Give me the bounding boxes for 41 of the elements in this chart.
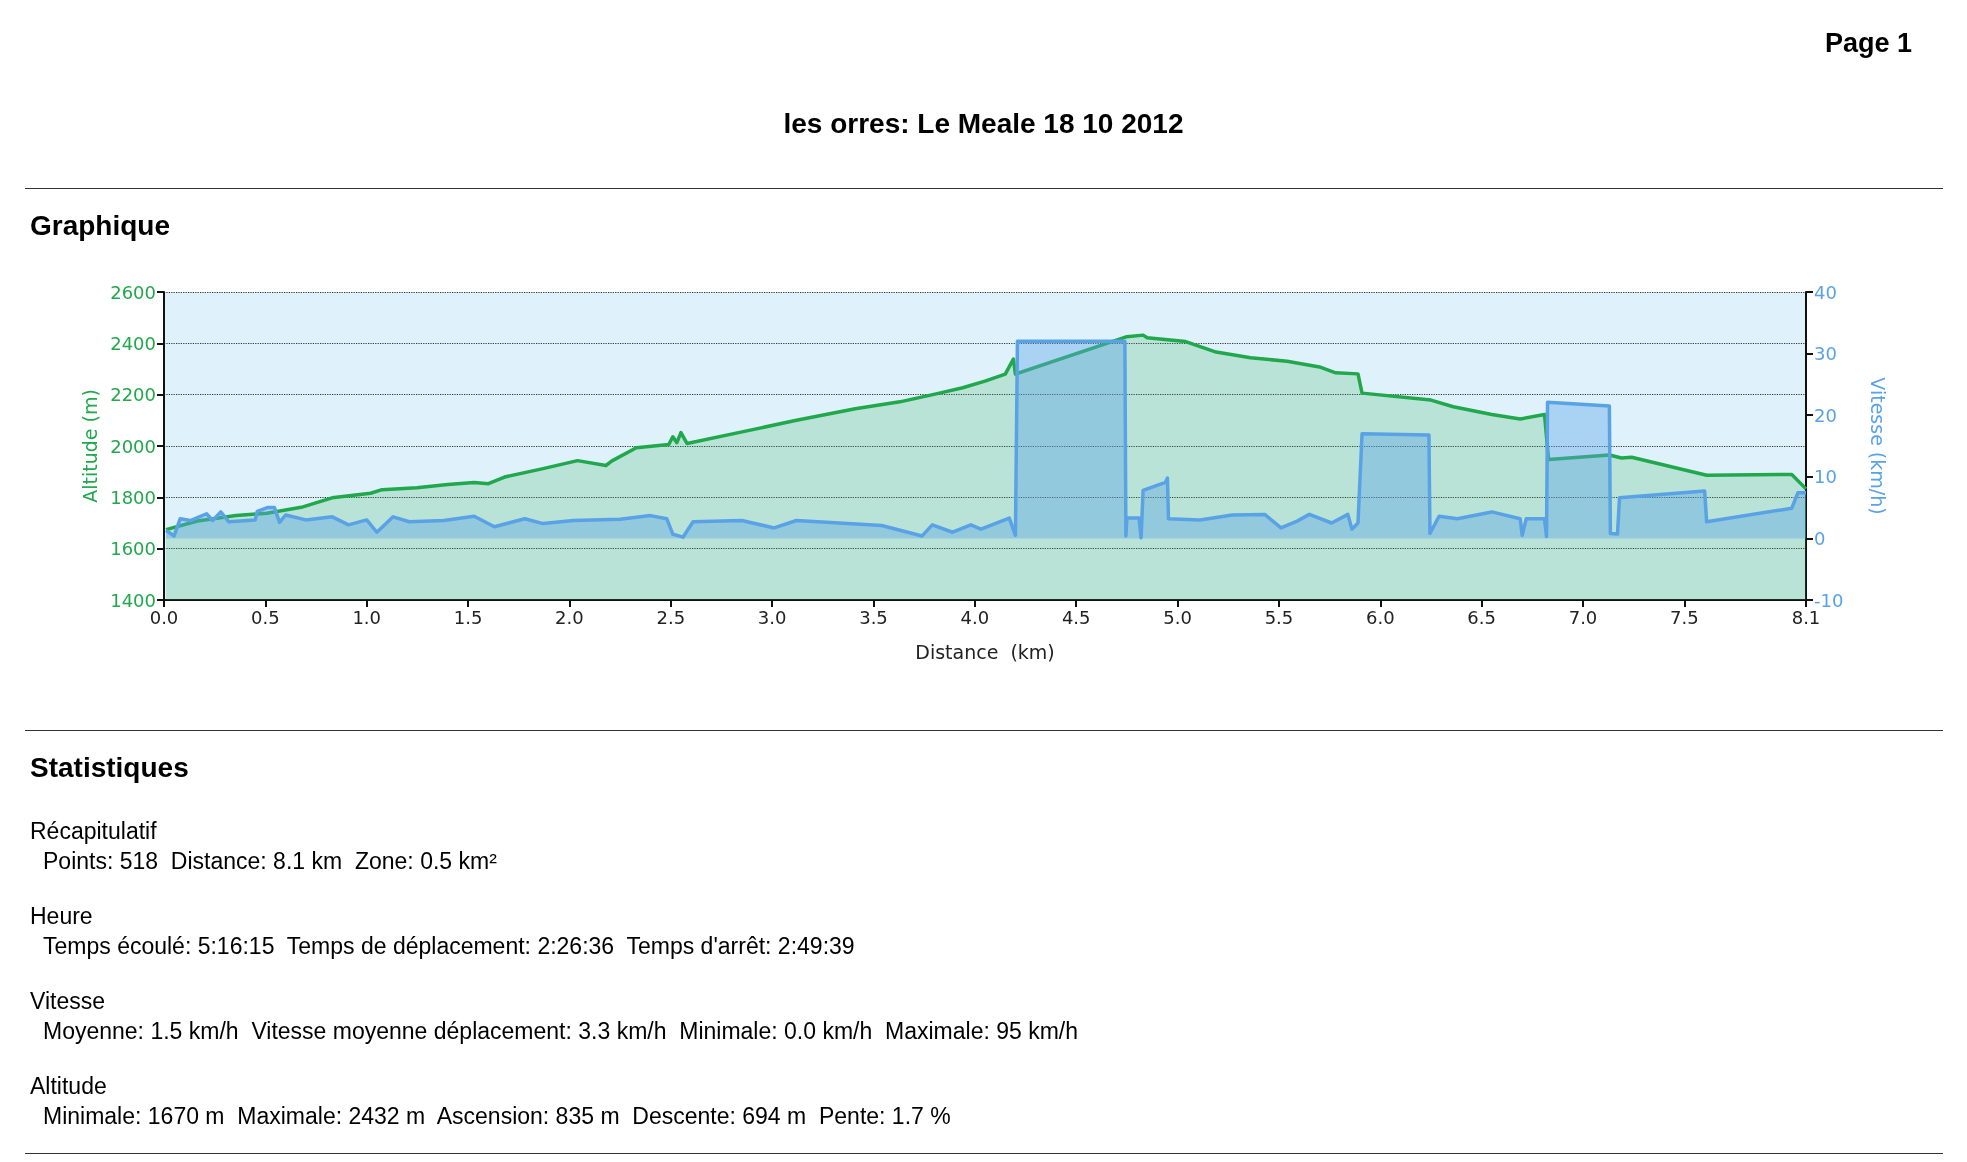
y2-tick-label: 0 (1814, 527, 1826, 549)
y2-tick-label: 40 (1814, 281, 1837, 303)
y-tick-label: 2000 (110, 435, 156, 457)
x-tick-label: 6.5 (1467, 606, 1496, 628)
y-tick-label: 2600 (110, 281, 156, 303)
y2-tick-label: 30 (1814, 343, 1837, 365)
x-tick-label: 2.5 (656, 606, 686, 628)
x-tick-label: 1.0 (352, 606, 382, 628)
x-tick-label: 1.5 (453, 606, 483, 628)
x-tick-label: 0.5 (251, 606, 280, 628)
y2-tick-label: 10 (1814, 466, 1837, 488)
x-tick-label: 3.0 (757, 606, 787, 628)
x-tick-label: 7.5 (1670, 606, 1699, 628)
text: Moyenne: 1.5 km/h Vitesse moyenne déplacement: 3.3 km/h Minimale: 0.0 km/h Maximale: 95 km/h (43, 1018, 1079, 1045)
y2-axis-title: Vitesse (km/h) (1866, 377, 1889, 515)
text: Temps écoulé: 5:16:15 Temps de déplacement: 2:26:36 Temps d'arrêt: 2:49:39 (43, 933, 855, 960)
x-tick-label: 3.5 (859, 606, 888, 628)
y-tick-label: 1800 (110, 486, 156, 508)
x-tick-label: 4.5 (1061, 606, 1091, 628)
text: Vitesse (30, 988, 106, 1015)
text: Points: 518 Distance: 8.1 km Zone: 0.5 km² (43, 848, 497, 875)
y-axis-title: Altitude (m) (78, 389, 101, 503)
text: Graphique (30, 210, 171, 242)
text: Statistiques (30, 752, 189, 784)
y-tick-label: 1600 (110, 538, 156, 560)
x-axis-title: Distance (km) (915, 640, 1055, 663)
x-tick-label: 6.0 (1365, 606, 1395, 628)
text: Altitude (30, 1073, 107, 1100)
y-tick-label: 2400 (110, 332, 156, 354)
chart-title: les orres: Le Meale 18 10 2012 (782, 108, 1185, 140)
text: Récapitulatif (30, 818, 157, 845)
x-tick-label: 2.0 (555, 606, 584, 628)
y2-tick-label: 20 (1814, 404, 1837, 426)
x-tick-label: 5.5 (1264, 606, 1294, 628)
x-tick-label: 5.0 (1163, 606, 1192, 628)
y-tick-label: 2200 (110, 384, 156, 406)
text: Heure (30, 903, 93, 930)
x-tick-label: 4.0 (960, 606, 990, 628)
text: Page 1 (1824, 28, 1912, 59)
x-tick-label: 7.0 (1568, 606, 1598, 628)
text: Minimale: 1670 m Maximale: 2432 m Ascension: 835 m Descente: 694 m Pente: 1.7 % (43, 1103, 951, 1130)
